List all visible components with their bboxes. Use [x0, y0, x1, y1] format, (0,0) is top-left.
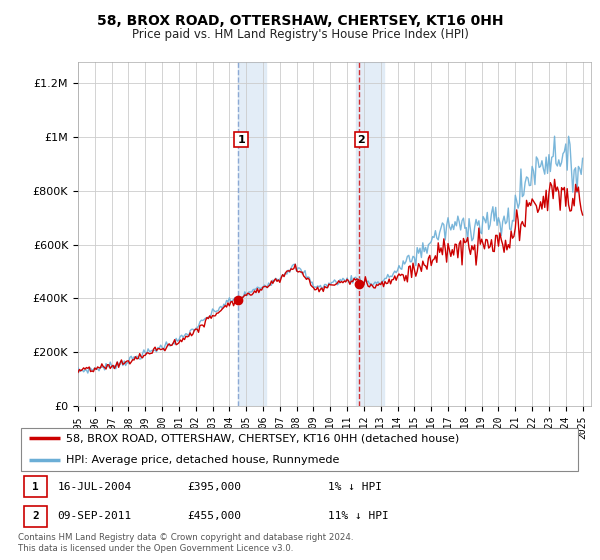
Text: 58, BROX ROAD, OTTERSHAW, CHERTSEY, KT16 0HH (detached house): 58, BROX ROAD, OTTERSHAW, CHERTSEY, KT16… [66, 433, 459, 444]
Bar [238, 62, 266, 406]
Text: Price paid vs. HM Land Registry's House Price Index (HPI): Price paid vs. HM Land Registry's House … [131, 28, 469, 41]
Text: £395,000: £395,000 [187, 482, 241, 492]
FancyBboxPatch shape [23, 476, 47, 497]
Text: 11% ↓ HPI: 11% ↓ HPI [328, 511, 389, 521]
Text: 1% ↓ HPI: 1% ↓ HPI [328, 482, 382, 492]
Text: Contains HM Land Registry data © Crown copyright and database right 2024.
This d: Contains HM Land Registry data © Crown c… [18, 533, 353, 553]
Text: 1: 1 [32, 482, 39, 492]
Text: 16-JUL-2004: 16-JUL-2004 [58, 482, 132, 492]
FancyBboxPatch shape [23, 506, 47, 527]
Text: 1: 1 [237, 134, 245, 144]
Text: 58, BROX ROAD, OTTERSHAW, CHERTSEY, KT16 0HH: 58, BROX ROAD, OTTERSHAW, CHERTSEY, KT16… [97, 14, 503, 28]
FancyBboxPatch shape [21, 428, 578, 471]
Text: £455,000: £455,000 [187, 511, 241, 521]
Text: HPI: Average price, detached house, Runnymede: HPI: Average price, detached house, Runn… [66, 455, 340, 465]
Bar [356, 62, 384, 406]
Text: 2: 2 [32, 511, 39, 521]
Text: 09-SEP-2011: 09-SEP-2011 [58, 511, 132, 521]
Text: 2: 2 [358, 134, 365, 144]
